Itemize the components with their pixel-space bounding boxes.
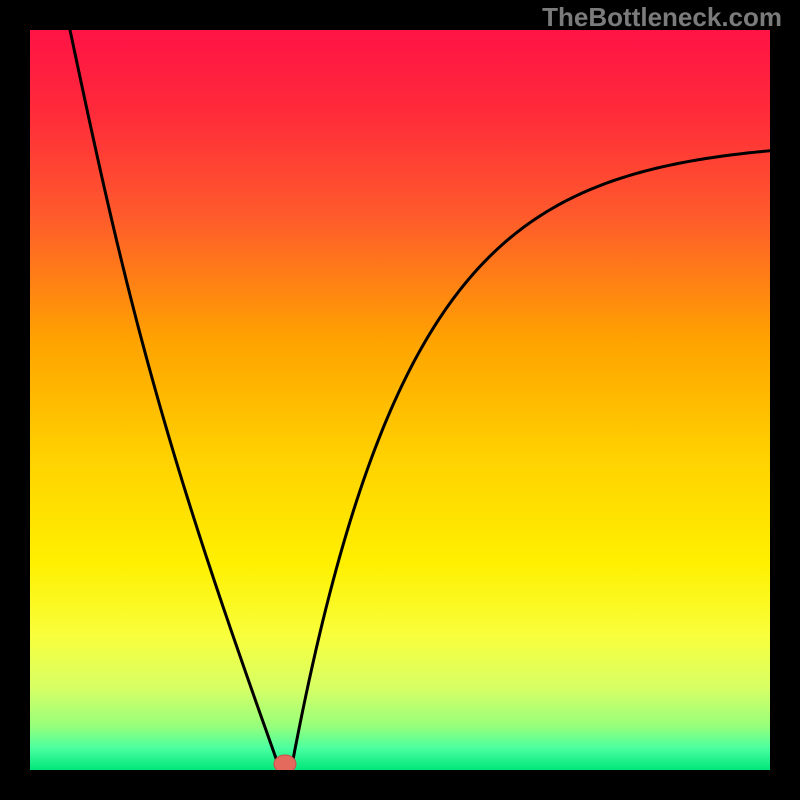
plot-area bbox=[30, 30, 770, 770]
watermark-label: TheBottleneck.com bbox=[542, 2, 782, 33]
chart-root: TheBottleneck.com bbox=[0, 0, 800, 800]
bottleneck-curve bbox=[30, 30, 770, 770]
